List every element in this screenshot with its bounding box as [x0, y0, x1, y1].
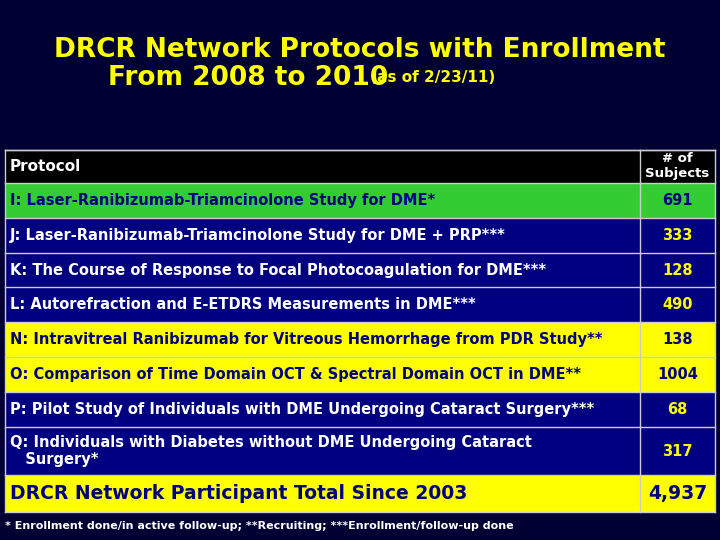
Text: P: Pilot Study of Individuals with DME Undergoing Cataract Surgery***: P: Pilot Study of Individuals with DME U…: [10, 402, 594, 417]
Bar: [640, 183, 715, 218]
Bar: [640, 150, 715, 183]
Bar: [5, 427, 640, 475]
Bar: [640, 427, 715, 475]
Bar: [640, 287, 715, 322]
Text: K: The Course of Response to Focal Photocoagulation for DME***: K: The Course of Response to Focal Photo…: [10, 262, 546, 278]
Text: 128: 128: [662, 262, 693, 278]
Text: * Enrollment done/in active follow-up; **Recruiting; ***Enrollment/follow-up don: * Enrollment done/in active follow-up; *…: [5, 521, 513, 531]
Text: Q: Individuals with Diabetes without DME Undergoing Cataract
   Surgery*: Q: Individuals with Diabetes without DME…: [10, 435, 532, 467]
Text: L: Autorefraction and E-ETDRS Measurements in DME***: L: Autorefraction and E-ETDRS Measuremen…: [10, 298, 476, 312]
Text: N: Intravitreal Ranibizumab for Vitreous Hemorrhage from PDR Study**: N: Intravitreal Ranibizumab for Vitreous…: [10, 332, 603, 347]
Text: DRCR Network Protocols with Enrollment: DRCR Network Protocols with Enrollment: [54, 37, 666, 63]
Bar: [5, 150, 640, 183]
Bar: [640, 392, 715, 427]
Text: DRCR Network Participant Total Since 2003: DRCR Network Participant Total Since 200…: [10, 484, 467, 503]
Bar: [5, 475, 640, 512]
Text: 317: 317: [662, 443, 693, 458]
Text: From 2008 to 2010: From 2008 to 2010: [108, 65, 388, 91]
Bar: [5, 287, 640, 322]
Text: O: Comparison of Time Domain OCT & Spectral Domain OCT in DME**: O: Comparison of Time Domain OCT & Spect…: [10, 367, 581, 382]
Text: 490: 490: [662, 298, 693, 312]
Text: 1004: 1004: [657, 367, 698, 382]
Bar: [5, 183, 640, 218]
Bar: [640, 475, 715, 512]
Text: 4,937: 4,937: [648, 484, 707, 503]
Bar: [640, 322, 715, 357]
Bar: [5, 218, 640, 253]
Text: J: Laser-Ranibizumab-Triamcinolone Study for DME + PRP***: J: Laser-Ranibizumab-Triamcinolone Study…: [10, 228, 506, 242]
Text: # of
Subjects: # of Subjects: [645, 152, 710, 180]
Bar: [640, 357, 715, 392]
Bar: [640, 253, 715, 287]
Bar: [5, 322, 640, 357]
Text: 68: 68: [667, 402, 688, 417]
Text: 333: 333: [662, 228, 693, 242]
Text: 138: 138: [662, 332, 693, 347]
Text: (as of 2/23/11): (as of 2/23/11): [365, 71, 495, 85]
Text: 691: 691: [662, 193, 693, 208]
Text: Protocol: Protocol: [10, 159, 81, 174]
Text: I: Laser-Ranibizumab-Triamcinolone Study for DME*: I: Laser-Ranibizumab-Triamcinolone Study…: [10, 193, 436, 208]
Bar: [5, 392, 640, 427]
Bar: [640, 218, 715, 253]
Bar: [5, 357, 640, 392]
Bar: [5, 253, 640, 287]
